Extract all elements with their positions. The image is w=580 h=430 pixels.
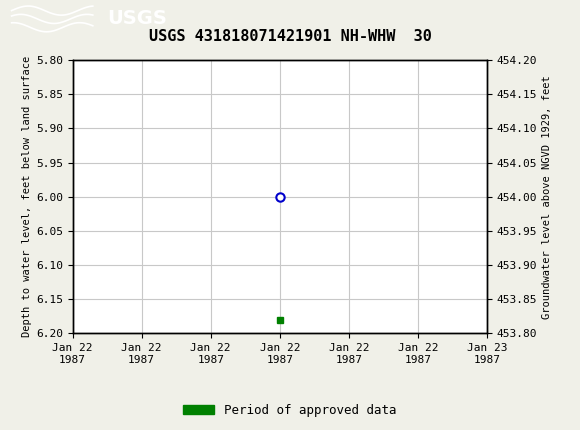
Legend: Period of approved data: Period of approved data: [178, 399, 402, 421]
Y-axis label: Depth to water level, feet below land surface: Depth to water level, feet below land su…: [21, 56, 32, 338]
Text: USGS 431818071421901 NH-WHW  30: USGS 431818071421901 NH-WHW 30: [148, 29, 432, 44]
Y-axis label: Groundwater level above NGVD 1929, feet: Groundwater level above NGVD 1929, feet: [542, 75, 552, 319]
Text: USGS: USGS: [107, 9, 167, 28]
